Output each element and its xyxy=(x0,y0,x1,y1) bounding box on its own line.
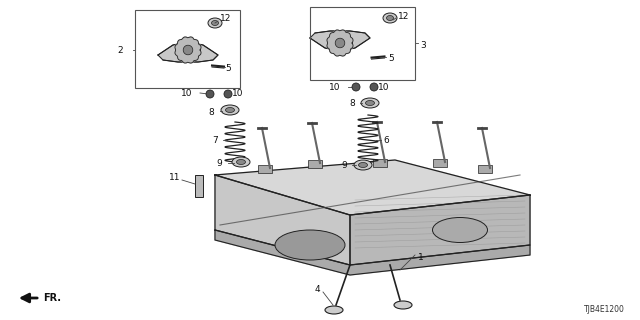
Text: 1: 1 xyxy=(418,252,424,261)
Text: FR.: FR. xyxy=(43,293,61,303)
Bar xyxy=(135,10,240,88)
Polygon shape xyxy=(350,195,530,265)
Bar xyxy=(373,159,387,167)
Text: TJB4E1200: TJB4E1200 xyxy=(584,305,625,314)
Ellipse shape xyxy=(275,230,345,260)
Text: 4: 4 xyxy=(315,285,321,294)
Text: 8: 8 xyxy=(349,99,355,108)
Ellipse shape xyxy=(221,105,239,115)
Ellipse shape xyxy=(232,157,250,167)
Ellipse shape xyxy=(394,301,412,309)
Text: 9: 9 xyxy=(341,161,347,170)
Polygon shape xyxy=(215,175,350,265)
Ellipse shape xyxy=(325,306,343,314)
Ellipse shape xyxy=(361,98,379,108)
Text: 8: 8 xyxy=(208,108,214,116)
Ellipse shape xyxy=(383,13,397,23)
Circle shape xyxy=(206,90,214,98)
Text: 11: 11 xyxy=(168,172,180,181)
Polygon shape xyxy=(175,37,201,63)
Ellipse shape xyxy=(354,160,372,170)
Text: 7: 7 xyxy=(212,135,218,145)
Circle shape xyxy=(183,45,193,55)
Bar xyxy=(310,7,415,80)
Text: 10: 10 xyxy=(378,83,390,92)
Text: 12: 12 xyxy=(398,12,410,20)
Ellipse shape xyxy=(387,15,394,20)
Ellipse shape xyxy=(365,100,374,106)
Text: 9: 9 xyxy=(216,158,222,167)
Circle shape xyxy=(370,83,378,91)
Polygon shape xyxy=(215,230,530,275)
Ellipse shape xyxy=(433,218,488,243)
Bar xyxy=(195,175,203,197)
Polygon shape xyxy=(215,160,530,215)
Text: 12: 12 xyxy=(220,13,232,22)
Circle shape xyxy=(335,38,345,48)
Polygon shape xyxy=(158,42,218,62)
Polygon shape xyxy=(327,30,353,56)
Circle shape xyxy=(224,90,232,98)
Ellipse shape xyxy=(225,108,234,113)
Text: 10: 10 xyxy=(180,89,192,98)
Ellipse shape xyxy=(358,163,367,167)
Bar xyxy=(478,165,492,173)
Polygon shape xyxy=(310,31,370,51)
Bar xyxy=(258,165,272,173)
Bar xyxy=(308,160,322,168)
Ellipse shape xyxy=(237,159,246,164)
Text: 6: 6 xyxy=(383,135,388,145)
Circle shape xyxy=(352,83,360,91)
Text: 2: 2 xyxy=(117,45,123,54)
Text: 5: 5 xyxy=(225,63,231,73)
Text: 10: 10 xyxy=(232,89,243,98)
Text: 3: 3 xyxy=(420,41,426,50)
Ellipse shape xyxy=(211,20,218,26)
Text: 10: 10 xyxy=(328,83,340,92)
Text: 5: 5 xyxy=(388,53,394,62)
Ellipse shape xyxy=(208,18,222,28)
Bar xyxy=(433,159,447,167)
